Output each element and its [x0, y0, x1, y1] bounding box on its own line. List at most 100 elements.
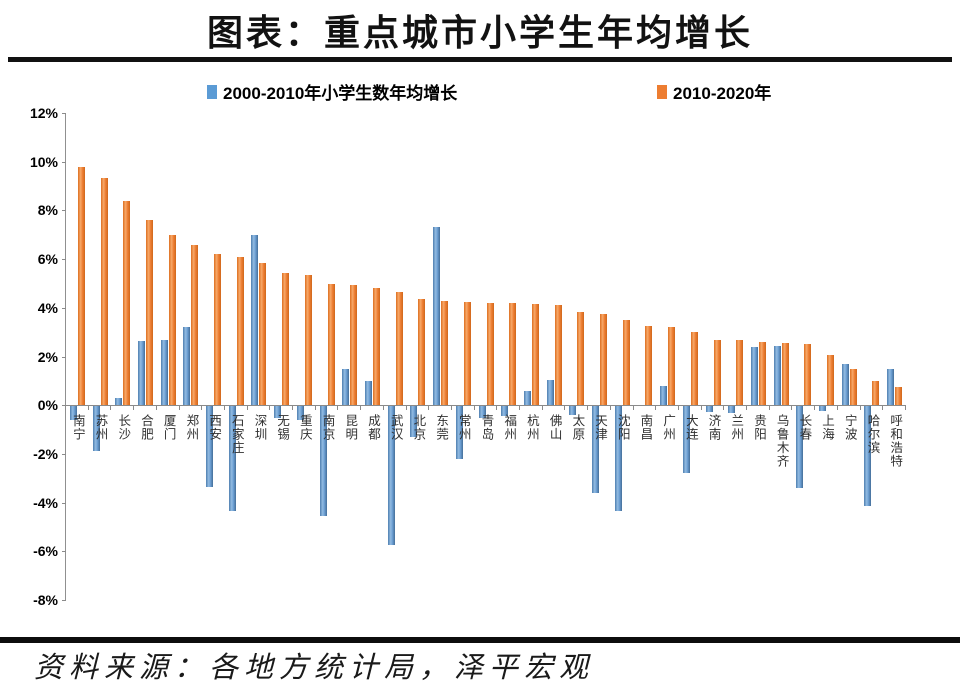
legend-swatch-blue	[207, 84, 217, 99]
bars-layer: 南宁 苏州 长沙 合肥 厦门 郑州 西安 石家庄 深圳 无锡 重庆 南京 昆明 成都 武汉 北京 东莞 常州 青岛福…	[66, 113, 906, 600]
x-axis-label: 广州	[661, 414, 676, 441]
bar-2010-2020	[236, 256, 244, 406]
bar-2000-2010	[274, 406, 282, 419]
bar-2000-2010	[455, 406, 463, 459]
bar-group: 福州	[497, 113, 520, 600]
bar-2000-2010	[773, 345, 781, 406]
x-axis-tick	[905, 406, 906, 410]
bar-group: 呼和浩特	[883, 113, 906, 600]
bar-2000-2010	[796, 406, 804, 488]
x-axis-tick	[178, 406, 180, 410]
x-axis-label: 石家庄	[229, 414, 244, 455]
x-axis-tick	[632, 406, 634, 410]
y-axis-tick-label: -6%	[33, 543, 58, 560]
bar-2000-2010	[592, 406, 600, 493]
bar-2010-2020	[736, 339, 744, 406]
x-axis-tick	[201, 406, 203, 410]
bar-group: 佛山	[543, 113, 566, 600]
bar-2010-2020	[463, 301, 471, 406]
x-axis-label: 无锡	[275, 414, 290, 441]
x-axis-line	[66, 405, 906, 406]
bar-2010-2020	[372, 288, 380, 406]
x-axis-tick	[723, 406, 725, 410]
bar-2000-2010	[183, 327, 191, 406]
bar-2000-2010	[342, 368, 350, 406]
x-axis-label: 深圳	[252, 414, 267, 441]
x-axis-tick	[337, 406, 339, 410]
x-axis-tick	[473, 406, 475, 410]
bar-2000-2010	[887, 368, 895, 406]
x-axis-label: 福州	[502, 414, 517, 441]
bar-2010-2020	[214, 254, 222, 406]
bar-group: 大连	[679, 113, 702, 600]
source-note: 资料来源：各地方统计局，泽平宏观	[34, 652, 595, 684]
bar-group: 乌鲁木齐	[770, 113, 793, 600]
bar-group: 天津	[588, 113, 611, 600]
x-axis-tick	[655, 406, 657, 410]
bar-2000-2010	[523, 390, 531, 406]
bar-2010-2020	[350, 284, 358, 406]
bar-2000-2010	[660, 385, 668, 406]
bar-2000-2010	[478, 406, 486, 419]
x-axis-label: 宁波	[842, 414, 857, 441]
x-axis-tick	[269, 406, 271, 410]
bar-2010-2020	[713, 339, 721, 406]
bar-group: 杭州	[520, 113, 543, 600]
y-axis-tick	[62, 356, 66, 358]
x-axis-label: 兰州	[729, 414, 744, 441]
bar-group: 长沙	[111, 113, 134, 600]
x-axis-label: 青岛	[479, 414, 494, 441]
bar-2000-2010	[69, 406, 77, 420]
y-axis-tick	[62, 210, 66, 212]
bar-group: 合肥	[134, 113, 157, 600]
x-axis-tick	[360, 406, 362, 410]
y-axis-tick-label: 0%	[37, 397, 58, 414]
y-axis-tick-label: 10%	[29, 153, 58, 170]
bar-2000-2010	[819, 406, 827, 412]
x-axis-label: 呼和浩特	[888, 414, 903, 468]
x-axis-tick	[746, 406, 748, 410]
bar-2010-2020	[600, 313, 608, 406]
bar-group: 郑州	[180, 113, 203, 600]
bar-2000-2010	[682, 406, 690, 474]
y-axis-tick	[62, 551, 66, 553]
x-axis-tick	[314, 406, 316, 410]
bar-group: 成都	[361, 113, 384, 600]
x-axis-tick	[814, 406, 816, 410]
bar-2010-2020	[145, 220, 153, 406]
bar-2000-2010	[728, 406, 736, 414]
y-axis-tick-label: 12%	[29, 105, 58, 121]
x-axis-tick	[405, 406, 407, 410]
x-axis-tick	[836, 406, 838, 410]
legend-label: 2010-2020年	[673, 84, 772, 103]
x-axis-tick	[155, 406, 157, 410]
x-axis-tick	[223, 406, 225, 410]
x-axis-tick	[382, 406, 384, 410]
x-axis-label: 佛山	[547, 414, 562, 441]
y-axis-tick	[62, 113, 66, 114]
x-axis-label: 东莞	[434, 414, 449, 441]
legend-item-2010-2020: 2010-2020年	[657, 79, 771, 104]
x-axis-tick	[700, 406, 702, 410]
bar-2000-2010	[410, 406, 418, 437]
bar-2010-2020	[690, 332, 698, 406]
title-divider	[8, 57, 952, 62]
x-axis-tick	[496, 406, 498, 410]
x-axis-label: 沈阳	[615, 414, 630, 441]
bar-group: 贵阳	[747, 113, 770, 600]
bar-2010-2020	[486, 302, 494, 406]
x-axis-tick	[292, 406, 294, 410]
bar-group: 济南	[702, 113, 725, 600]
bar-2010-2020	[168, 234, 176, 406]
x-axis-label: 昆明	[343, 414, 358, 441]
x-axis-tick	[246, 406, 248, 410]
x-axis-label: 太原	[570, 414, 585, 441]
bar-2010-2020	[100, 177, 108, 406]
y-axis-tick	[62, 405, 66, 407]
y-axis-tick-label: 8%	[37, 202, 58, 219]
x-axis-tick	[677, 406, 679, 410]
bar-2010-2020	[441, 300, 449, 406]
x-axis-label: 合肥	[138, 414, 153, 441]
y-axis-tick-label: -8%	[33, 592, 58, 608]
bar-2000-2010	[319, 406, 327, 516]
